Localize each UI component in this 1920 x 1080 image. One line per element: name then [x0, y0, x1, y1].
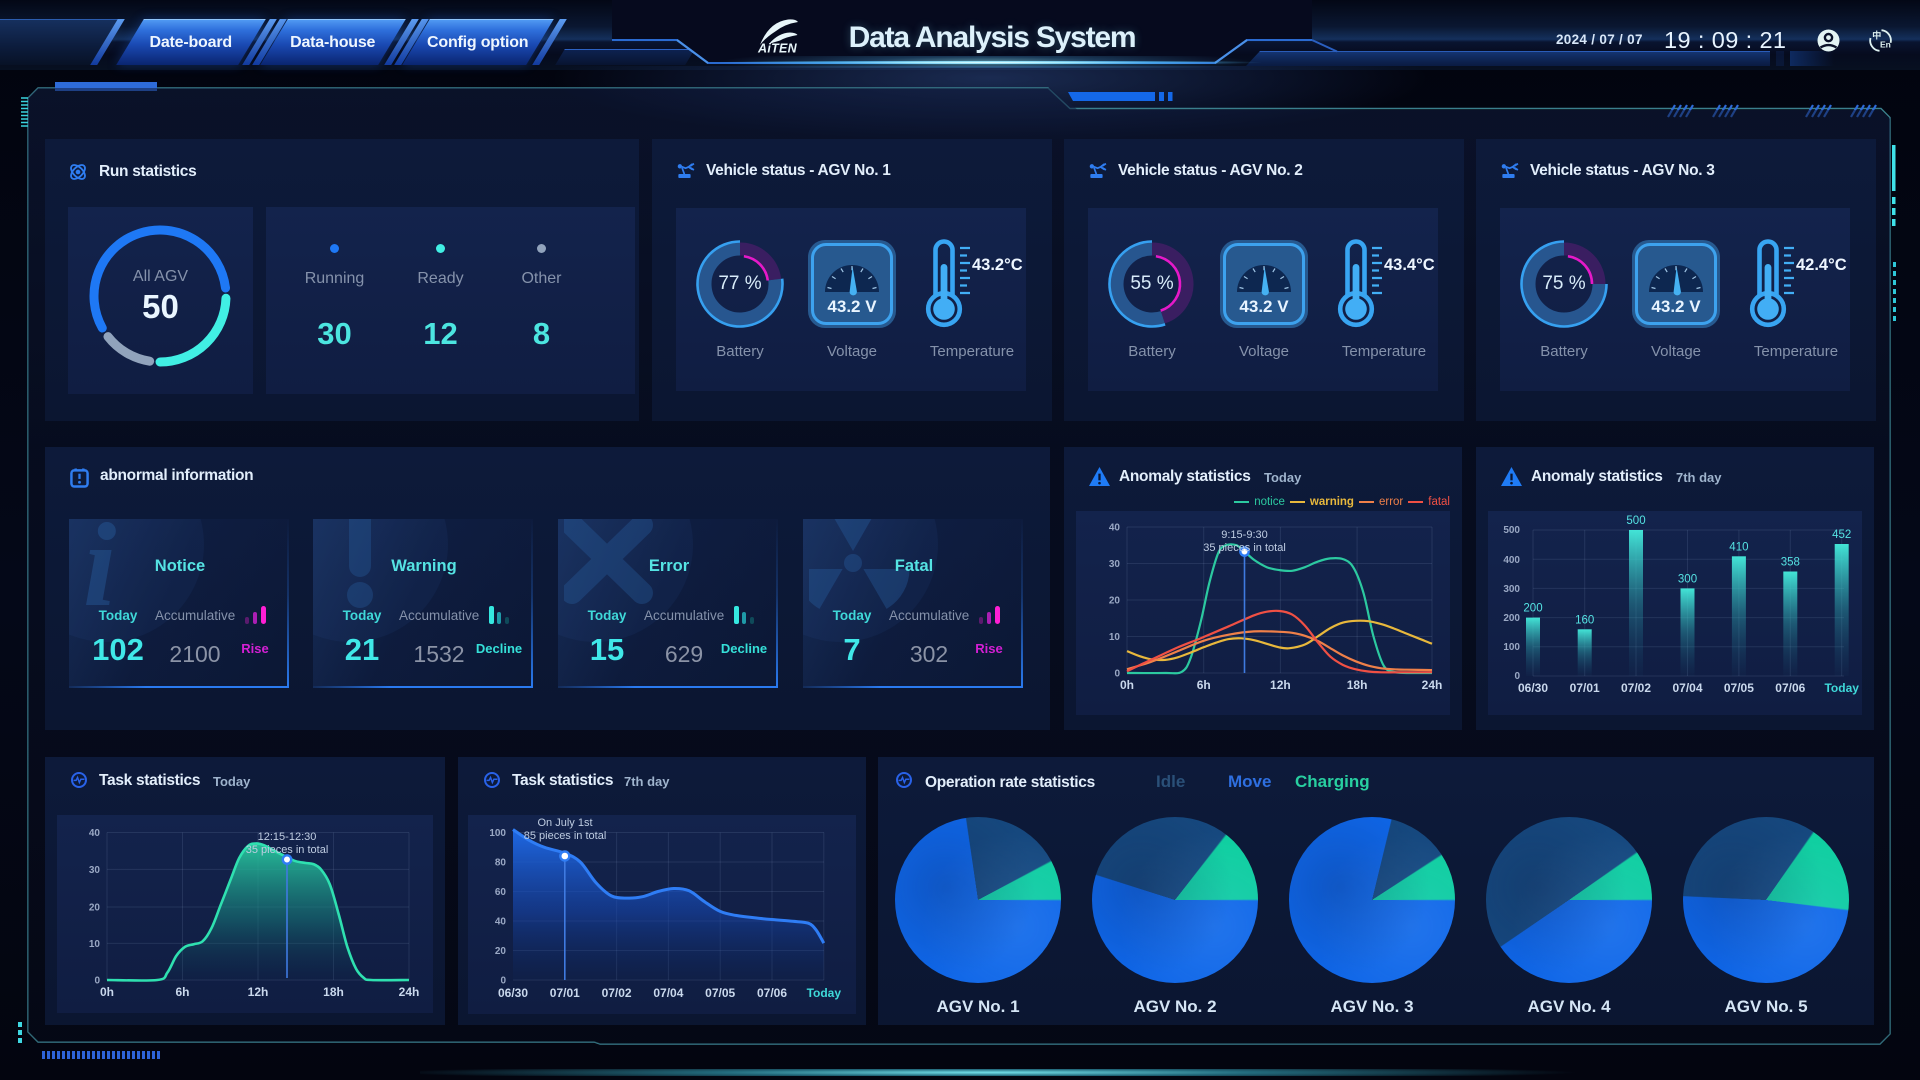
svg-text:0: 0 — [500, 976, 506, 987]
svg-text:0h: 0h — [1120, 678, 1134, 692]
svg-text:400: 400 — [1503, 555, 1520, 566]
svg-text:42.4°C: 42.4°C — [1796, 256, 1847, 274]
svg-text:0h: 0h — [100, 985, 114, 999]
svg-text:500: 500 — [1626, 515, 1645, 527]
svg-text:24h: 24h — [399, 985, 420, 999]
svg-text:07/02: 07/02 — [602, 986, 632, 1000]
svg-text:200: 200 — [1523, 603, 1542, 615]
svg-text:07/02: 07/02 — [1621, 681, 1651, 695]
svg-text:35 pieces in total: 35 pieces in total — [1203, 542, 1286, 554]
svg-text:On July 1st: On July 1st — [537, 817, 592, 829]
svg-text:358: 358 — [1781, 557, 1800, 569]
svg-text:30: 30 — [1109, 559, 1121, 570]
svg-text:30: 30 — [89, 865, 101, 876]
svg-text:6h: 6h — [1197, 678, 1211, 692]
svg-text:AiTEN: AiTEN — [757, 42, 798, 56]
svg-text:43.2°C: 43.2°C — [972, 256, 1023, 274]
svg-text:35 pieces in total: 35 pieces in total — [246, 844, 329, 856]
svg-text:43.2 V: 43.2 V — [1651, 297, 1701, 316]
svg-text:20: 20 — [495, 946, 507, 957]
svg-text:12h: 12h — [248, 985, 269, 999]
svg-text:9:15-9:30: 9:15-9:30 — [1221, 529, 1267, 541]
svg-text:24h: 24h — [1422, 678, 1443, 692]
svg-text:07/04: 07/04 — [1672, 681, 1702, 695]
svg-text:410: 410 — [1729, 541, 1748, 553]
svg-text:20: 20 — [89, 903, 101, 914]
svg-text:0: 0 — [94, 976, 100, 987]
svg-text:43.4°C: 43.4°C — [1384, 256, 1435, 274]
svg-text:07/01: 07/01 — [550, 986, 580, 1000]
svg-text:En: En — [1880, 40, 1891, 50]
svg-text:12h: 12h — [1270, 678, 1291, 692]
svg-text:200: 200 — [1503, 613, 1520, 624]
svg-text:300: 300 — [1678, 573, 1697, 585]
svg-text:07/06: 07/06 — [1775, 681, 1805, 695]
svg-text:Today: Today — [1824, 681, 1859, 695]
svg-text:40: 40 — [495, 917, 507, 928]
svg-text:07/04: 07/04 — [653, 986, 683, 1000]
svg-text:43.2 V: 43.2 V — [1239, 297, 1289, 316]
svg-text:500: 500 — [1503, 525, 1520, 536]
svg-text:160: 160 — [1575, 614, 1594, 626]
svg-text:中: 中 — [1872, 30, 1881, 41]
svg-text:12:15-12:30: 12:15-12:30 — [258, 831, 317, 843]
svg-text:10: 10 — [1109, 632, 1121, 643]
svg-text:6h: 6h — [175, 985, 189, 999]
svg-text:07/01: 07/01 — [1570, 681, 1600, 695]
svg-text:i: i — [83, 519, 116, 631]
svg-text:Today: Today — [807, 986, 842, 1000]
svg-text:85 pieces in total: 85 pieces in total — [524, 830, 607, 842]
svg-text:100: 100 — [489, 828, 506, 839]
svg-text:60: 60 — [495, 887, 507, 898]
svg-text:07/06: 07/06 — [757, 986, 787, 1000]
svg-text:18h: 18h — [323, 985, 344, 999]
svg-text:100: 100 — [1503, 642, 1520, 653]
svg-text:40: 40 — [89, 828, 101, 839]
svg-text:43.2 V: 43.2 V — [827, 297, 877, 316]
svg-text:06/30: 06/30 — [498, 986, 528, 1000]
svg-text:06/30: 06/30 — [1518, 681, 1548, 695]
svg-text:0: 0 — [1114, 669, 1120, 680]
svg-text:80: 80 — [495, 858, 507, 869]
svg-text:07/05: 07/05 — [705, 986, 735, 1000]
svg-text:452: 452 — [1832, 529, 1851, 541]
svg-text:20: 20 — [1109, 596, 1121, 607]
svg-text:40: 40 — [1109, 523, 1121, 534]
svg-text:300: 300 — [1503, 584, 1520, 595]
svg-text:10: 10 — [89, 939, 101, 950]
svg-text:07/05: 07/05 — [1724, 681, 1754, 695]
svg-text:18h: 18h — [1347, 678, 1368, 692]
svg-text:0: 0 — [1514, 671, 1520, 682]
